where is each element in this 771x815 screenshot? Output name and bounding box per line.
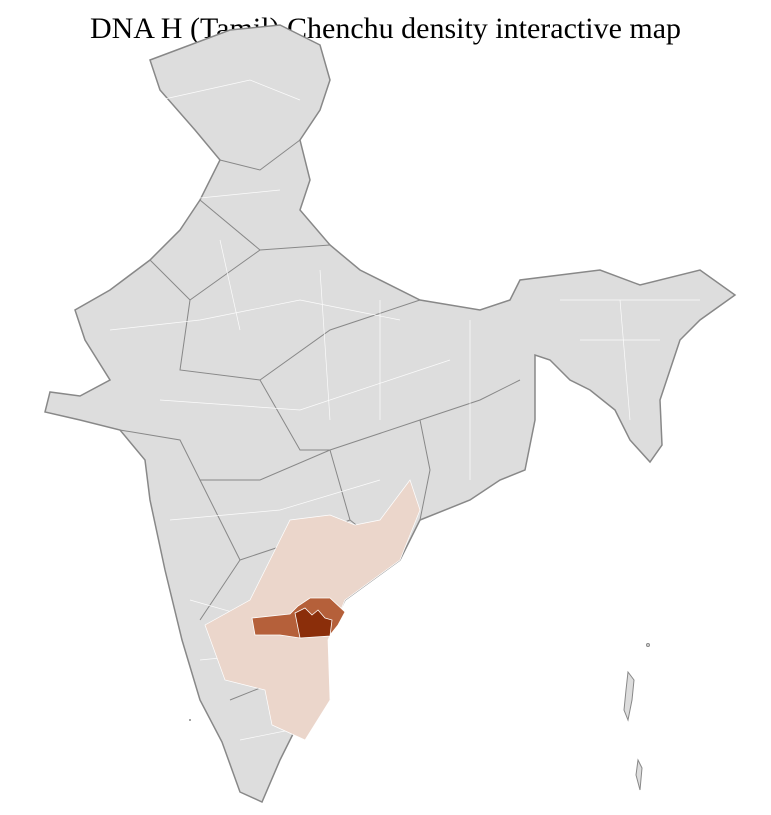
region-high-density[interactable] xyxy=(294,607,333,639)
map-title: DNA H (Tamil) Chenchu density interactiv… xyxy=(89,12,682,45)
andaman-nicobar-islands[interactable] xyxy=(623,643,650,791)
lakshadweep-islands xyxy=(189,719,191,721)
